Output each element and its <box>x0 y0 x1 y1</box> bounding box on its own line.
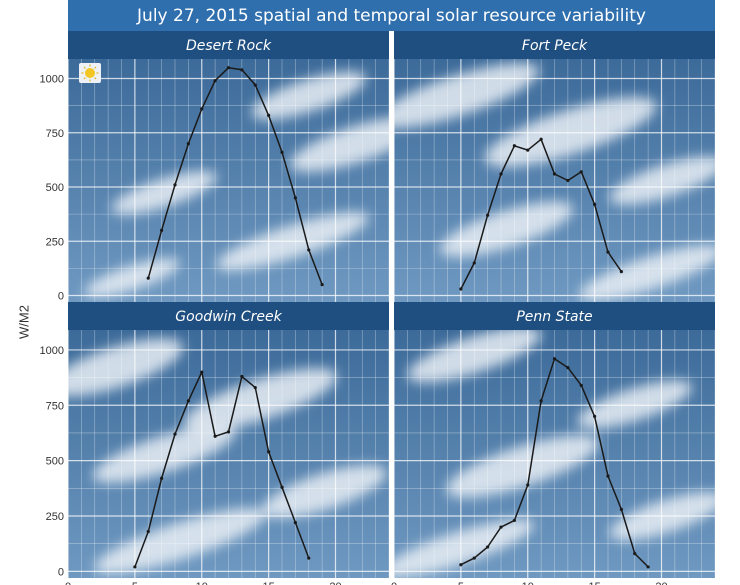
y-tick-label: 500 <box>46 456 64 468</box>
x-tick-label: 20 <box>329 581 341 585</box>
x-tick-label: 15 <box>589 581 601 585</box>
y-tick-label: 750 <box>46 128 64 140</box>
y-tick-label: 0 <box>58 290 64 302</box>
data-point <box>512 144 516 148</box>
data-point <box>320 283 324 287</box>
data-point <box>200 370 204 374</box>
data-point <box>526 483 530 487</box>
y-tick-label: 250 <box>46 511 64 523</box>
x-tick-label: 5 <box>132 581 138 585</box>
gridlines <box>394 330 715 578</box>
x-tick-label: 10 <box>522 581 534 585</box>
data-point <box>646 565 650 569</box>
data-point <box>213 79 217 83</box>
data-point <box>539 137 543 141</box>
data-point <box>226 430 231 434</box>
data-point <box>307 248 311 252</box>
data-point <box>186 399 190 403</box>
y-tick-label: 500 <box>46 182 64 194</box>
y-tick-label: 1000 <box>40 345 64 357</box>
facet-panel: Fort Peck <box>394 31 715 302</box>
y-tick-label: 1000 <box>40 74 64 86</box>
sun-logo-icon <box>79 63 101 83</box>
data-point <box>146 529 150 534</box>
data-point <box>146 276 150 280</box>
cloud-decoration <box>68 338 387 574</box>
x-tick-label: 15 <box>263 581 275 585</box>
data-point <box>499 525 503 529</box>
data-point <box>307 556 311 560</box>
y-tick-label: 0 <box>58 566 64 578</box>
data-point <box>486 545 490 549</box>
data-point <box>280 150 284 154</box>
facet-title: Fort Peck <box>522 38 588 54</box>
data-point <box>253 385 257 390</box>
data-point <box>579 170 583 174</box>
y-tick-label: 250 <box>46 236 64 248</box>
data-point <box>472 261 476 265</box>
data-point <box>526 148 530 152</box>
data-point <box>593 414 597 418</box>
data-point <box>552 172 557 176</box>
x-tick-label: 5 <box>458 581 464 585</box>
x-tick-label: 0 <box>391 581 397 585</box>
data-point <box>633 552 637 556</box>
facet-panel: Goodwin Creek <box>68 302 389 578</box>
data-point <box>160 228 164 233</box>
data-point <box>280 485 284 489</box>
series-line <box>147 66 323 285</box>
data-point <box>472 556 476 560</box>
y-tick-label: 750 <box>46 400 64 412</box>
data-point <box>253 83 257 87</box>
data-point <box>486 213 490 217</box>
data-point <box>566 178 570 183</box>
series-line <box>134 371 310 568</box>
x-tick-label: 0 <box>65 581 71 585</box>
gridlines <box>68 59 389 302</box>
data-point <box>552 357 557 361</box>
facet-strip <box>394 31 715 59</box>
data-point <box>200 107 204 111</box>
data-point <box>213 434 217 438</box>
x-tick-label: 20 <box>655 581 667 585</box>
data-point <box>606 474 610 478</box>
facet-strip <box>394 302 715 330</box>
data-point <box>240 68 244 72</box>
data-point <box>539 399 543 403</box>
x-tick-label: 10 <box>196 581 208 585</box>
facet-strip <box>68 31 389 59</box>
facet-panel: Penn State <box>394 302 715 578</box>
data-point <box>593 202 597 206</box>
data-point <box>173 432 177 436</box>
data-point <box>226 66 231 70</box>
facet-title: Penn State <box>516 309 592 325</box>
gridlines <box>68 330 389 578</box>
data-point <box>512 518 516 523</box>
data-point <box>267 450 271 454</box>
data-point <box>160 476 164 480</box>
facet-title: Goodwin Creek <box>175 309 282 325</box>
data-point <box>459 287 463 291</box>
data-point <box>606 250 610 254</box>
data-point <box>293 521 297 525</box>
data-point <box>619 507 623 511</box>
chart-title: July 27, 2015 spatial and temporal solar… <box>68 0 715 31</box>
facet-title: Desert Rock <box>186 38 272 54</box>
data-point <box>293 196 297 200</box>
facet-strip <box>68 302 389 330</box>
facet-panel: Desert Rock <box>68 31 389 302</box>
data-point <box>566 366 570 370</box>
data-point <box>267 113 271 118</box>
data-point <box>459 563 463 567</box>
data-point <box>133 565 137 569</box>
data-point <box>579 383 583 387</box>
data-point <box>186 142 190 146</box>
data-point <box>619 270 623 274</box>
data-point <box>499 172 503 176</box>
gridlines <box>394 59 715 302</box>
data-point <box>240 374 244 379</box>
data-point <box>173 183 177 187</box>
